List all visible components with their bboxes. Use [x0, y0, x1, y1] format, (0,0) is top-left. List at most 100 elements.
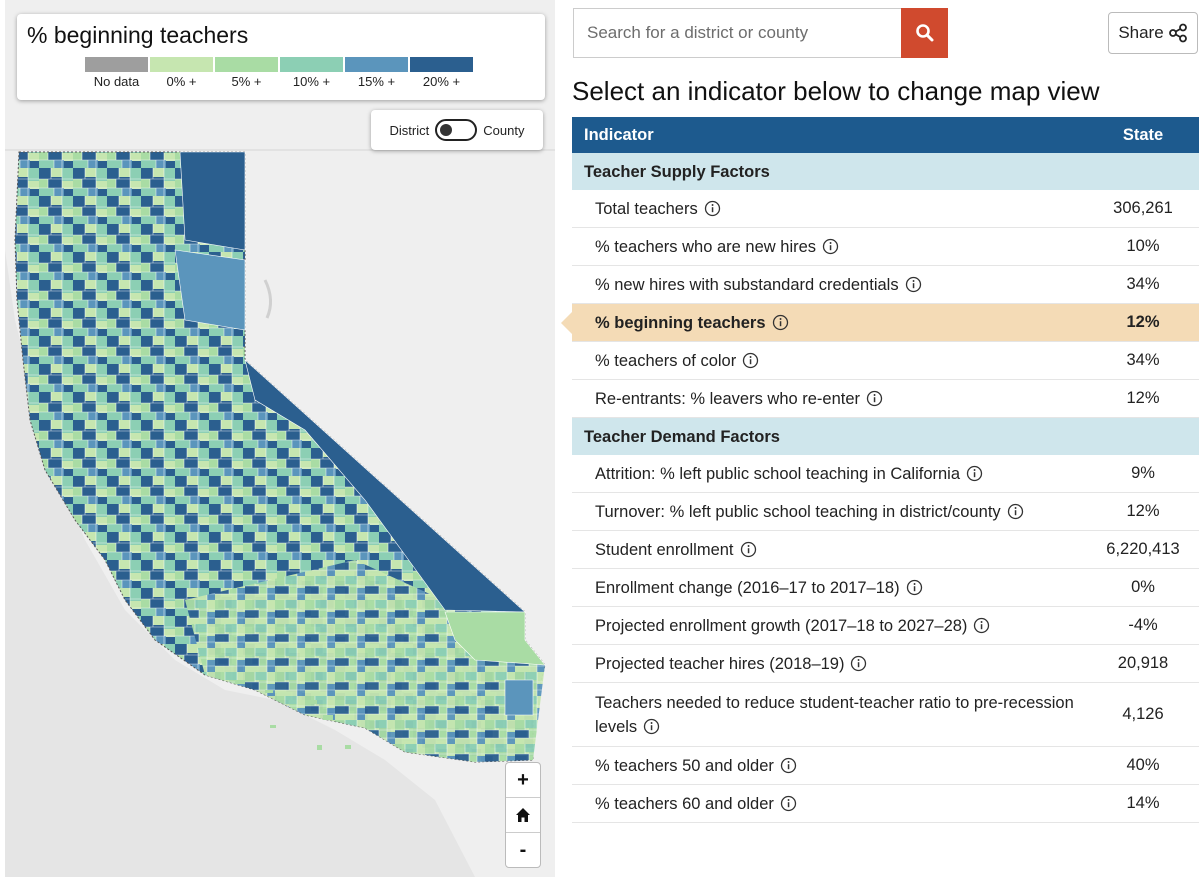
legend-swatch	[150, 57, 213, 72]
legend-swatch	[85, 57, 148, 72]
indicator-state-value: 6,220,413	[1106, 540, 1180, 558]
toggle-knob	[440, 124, 453, 136]
zoom-out-button[interactable]: -	[519, 838, 527, 861]
search-bar	[573, 8, 949, 58]
indicator-name: Enrollment change (2016–17 to 2017–18)	[595, 578, 900, 597]
indicator-name-cell: % beginning teachers	[572, 311, 1087, 335]
legend-item-20: 20% +	[410, 57, 473, 89]
info-icon[interactable]	[966, 465, 983, 482]
indicator-name-cell: % teachers 50 and older	[572, 754, 1087, 778]
indicator-name: % teachers who are new hires	[595, 237, 817, 256]
home-button[interactable]	[506, 798, 540, 833]
share-button[interactable]: Share	[1108, 12, 1198, 54]
search-input[interactable]	[573, 8, 901, 58]
map-legend: % beginning teachers No data 0% + 5% + 1…	[17, 14, 545, 100]
section-title: Teacher Demand Factors	[584, 427, 780, 446]
legend-swatch	[280, 57, 343, 72]
indicator-row[interactable]: Attrition: % left public school teaching…	[572, 455, 1199, 493]
home-icon	[516, 808, 530, 822]
indicator-row[interactable]: Projected enrollment growth (2017–18 to …	[572, 607, 1199, 645]
indicator-state-value: 34%	[1126, 275, 1160, 293]
legend-item-no-data: No data	[85, 57, 148, 89]
indicator-state-value: 12%	[1126, 389, 1160, 407]
indicator-name: % beginning teachers	[595, 313, 766, 332]
share-icon	[1168, 23, 1187, 43]
legend-swatch	[215, 57, 278, 72]
table-header: Indicator State	[572, 117, 1199, 153]
legend-label: 20% +	[422, 74, 461, 89]
toggle-label-county[interactable]: County	[483, 122, 525, 138]
indicator-state-value: 10%	[1126, 237, 1160, 255]
indicator-name: Attrition: % left public school teaching…	[595, 464, 961, 483]
indicator-state-value: 4,126	[1122, 705, 1164, 723]
indicator-row[interactable]: % teachers of color 34%	[572, 342, 1199, 380]
indicator-name-cell: Student enrollment	[572, 538, 1087, 562]
column-header-indicator: Indicator	[584, 126, 654, 144]
indicator-name-cell: % teachers of color	[572, 349, 1087, 373]
indicator-name-cell: Projected enrollment growth (2017–18 to …	[572, 614, 1087, 638]
indicator-row[interactable]: % teachers who are new hires 10%	[572, 228, 1199, 266]
indicator-name-cell: % new hires with substandard credentials	[572, 273, 1087, 297]
indicator-row[interactable]: Projected teacher hires (2018–19) 20,918	[572, 645, 1199, 683]
toggle-switch[interactable]	[435, 119, 478, 141]
info-icon[interactable]	[780, 757, 797, 774]
search-icon	[915, 24, 933, 42]
indicator-name-cell: Attrition: % left public school teaching…	[572, 462, 1087, 486]
indicator-name: % new hires with substandard credentials	[595, 275, 899, 294]
indicator-state-value: 9%	[1131, 464, 1155, 482]
indicator-name: Projected enrollment growth (2017–18 to …	[595, 616, 968, 635]
indicator-row[interactable]: Enrollment change (2016–17 to 2017–18) 0%	[572, 569, 1199, 607]
info-icon[interactable]	[973, 617, 990, 634]
indicator-state-value: 20,918	[1117, 654, 1169, 672]
share-label: Share	[1118, 23, 1164, 42]
indicator-row[interactable]: Total teachers 306,261	[572, 190, 1199, 228]
info-icon[interactable]	[905, 276, 922, 293]
indicator-name-cell: % teachers who are new hires	[572, 235, 1087, 259]
indicator-row[interactable]: % teachers 50 and older 40%	[572, 747, 1199, 785]
indicator-name: % teachers of color	[595, 351, 737, 370]
indicator-row-selected[interactable]: % beginning teachers 12%	[561, 304, 1199, 342]
zoom-in-button[interactable]: +	[506, 763, 540, 798]
info-icon[interactable]	[1007, 503, 1024, 520]
indicator-row[interactable]: % teachers 60 and older 14%	[572, 785, 1199, 823]
info-icon[interactable]	[740, 541, 757, 558]
indicator-row[interactable]: % new hires with substandard credentials…	[572, 266, 1199, 304]
info-icon[interactable]	[704, 200, 721, 217]
info-icon[interactable]	[850, 655, 867, 672]
info-icon[interactable]	[906, 579, 923, 596]
indicator-state-value: 34%	[1126, 351, 1160, 369]
legend-label: 5% +	[231, 74, 262, 89]
toggle-label-district[interactable]: District	[389, 122, 430, 138]
info-icon[interactable]	[780, 795, 797, 812]
selected-row-pointer	[561, 312, 572, 334]
indicator-row[interactable]: Teachers needed to reduce student-teache…	[572, 683, 1199, 747]
legend-swatch	[345, 57, 408, 72]
indicator-name: Total teachers	[595, 199, 698, 218]
table-section-header: Teacher Supply Factors	[572, 153, 1199, 190]
indicator-name-cell: Re-entrants: % leavers who re-enter	[572, 387, 1087, 411]
info-icon[interactable]	[643, 718, 660, 735]
legend-title: % beginning teachers	[27, 22, 249, 48]
indicator-name: % teachers 50 and older	[595, 756, 774, 775]
info-icon[interactable]	[772, 314, 789, 331]
district-county-toggle: District County	[371, 110, 543, 150]
indicator-name-cell: Teachers needed to reduce student-teache…	[572, 691, 1087, 739]
indicator-name-cell: % teachers 60 and older	[572, 792, 1087, 816]
indicator-row[interactable]: Turnover: % left public school teaching …	[572, 493, 1199, 531]
legend-label: No data	[93, 74, 140, 89]
indicator-name-cell: Projected teacher hires (2018–19)	[572, 652, 1087, 676]
indicator-row[interactable]: Re-entrants: % leavers who re-enter 12%	[572, 380, 1199, 418]
indicator-name: Turnover: % left public school teaching …	[595, 502, 1001, 521]
indicator-state-value: 306,261	[1113, 199, 1173, 217]
indicator-name: Teachers needed to reduce student-teache…	[595, 693, 1074, 736]
info-icon[interactable]	[822, 238, 839, 255]
map-panel[interactable]: % beginning teachers No data 0% + 5% + 1…	[5, 0, 555, 877]
info-icon[interactable]	[742, 352, 759, 369]
column-header-state: State	[1122, 125, 1164, 144]
info-icon[interactable]	[866, 390, 883, 407]
legend-item-15: 15% +	[345, 57, 408, 89]
indicator-name: Student enrollment	[595, 540, 734, 559]
search-button[interactable]	[901, 8, 948, 58]
indicator-name-cell: Turnover: % left public school teaching …	[572, 500, 1087, 524]
indicator-row[interactable]: Student enrollment 6,220,413	[572, 531, 1199, 569]
